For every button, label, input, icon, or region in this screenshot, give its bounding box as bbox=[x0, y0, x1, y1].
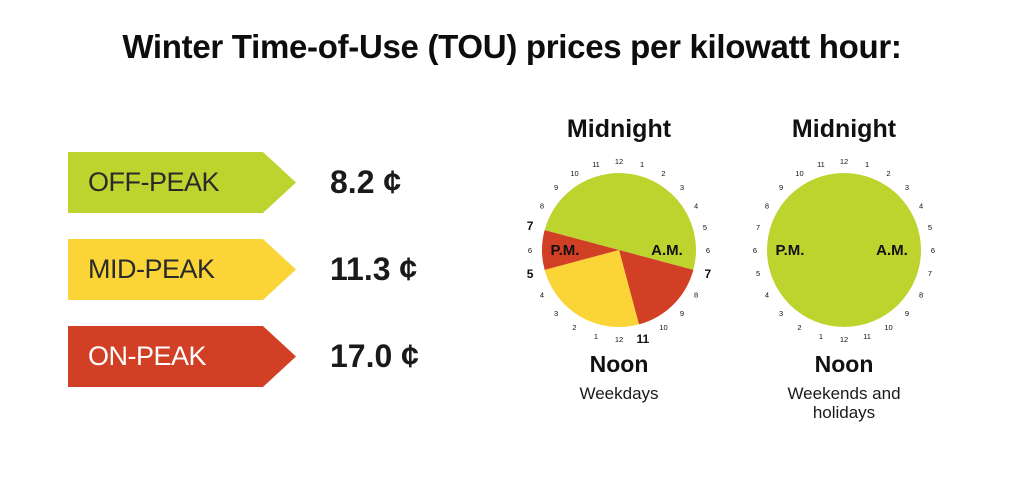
clock-0-segment-3 bbox=[541, 230, 619, 270]
clock-0-hour-tick: 7 bbox=[705, 267, 712, 281]
clock-1-hour-tick: 5 bbox=[928, 223, 932, 232]
weekend-midnight-label: Midnight bbox=[791, 115, 897, 143]
clock-1-hour-tick: 6 bbox=[931, 246, 935, 255]
clock-0-segment-0 bbox=[544, 173, 696, 270]
clock-0-hour-tick: 5 bbox=[527, 267, 534, 281]
clock-0-hour-tick: 7 bbox=[527, 219, 534, 233]
clock-0-am-label: A.M. bbox=[651, 242, 683, 259]
clock-1-hour-tick: 1 bbox=[819, 332, 823, 341]
clock-1-hour-tick: 5 bbox=[756, 269, 760, 278]
clock-0-hour-tick: 2 bbox=[661, 169, 665, 178]
clock-1-pm-label: P.M. bbox=[776, 242, 805, 259]
clock-1-hour-tick: 2 bbox=[797, 323, 801, 332]
clock-1-hour-tick: 1 bbox=[865, 160, 869, 169]
clock-0-hour-tick: 8 bbox=[540, 202, 544, 211]
clock-0-hour-tick: 12 bbox=[615, 335, 623, 344]
clock-0-hour-tick: 2 bbox=[572, 323, 576, 332]
weekday-midnight-label: Midnight bbox=[566, 115, 672, 143]
on-peak-label: ON-PEAK bbox=[88, 341, 207, 371]
clock-0-hour-tick: 1 bbox=[594, 332, 598, 341]
on-peak-price: 17.0 ¢ bbox=[330, 338, 419, 374]
clock-0-hour-tick: 6 bbox=[528, 246, 532, 255]
clock-0-hour-tick: 11 bbox=[592, 160, 600, 169]
clock-1-hour-tick: 12 bbox=[840, 335, 848, 344]
mid-peak-label: MID-PEAK bbox=[88, 254, 215, 284]
clock-1-hour-tick: 9 bbox=[779, 183, 783, 192]
on-peak-tag: ON-PEAK bbox=[68, 326, 296, 387]
off-peak-label: OFF-PEAK bbox=[88, 167, 220, 197]
clock-0-hour-tick: 3 bbox=[680, 183, 684, 192]
weekend-caption: Weekends and holidays bbox=[787, 384, 901, 422]
clock-0-hour-tick: 1 bbox=[640, 160, 644, 169]
clock-0-segment-2 bbox=[544, 250, 639, 328]
clock-0-hour-tick: 10 bbox=[659, 323, 667, 332]
clock-1-hour-tick: 4 bbox=[919, 202, 923, 211]
clock-0-hour-tick: 4 bbox=[694, 202, 698, 211]
weekend-noon-label: Noon bbox=[814, 351, 874, 377]
clock-1-hour-tick: 12 bbox=[840, 157, 848, 166]
page-title: Winter Time-of-Use (TOU) prices per kilo… bbox=[122, 28, 902, 65]
clock-1-hour-tick: 11 bbox=[817, 160, 825, 169]
clock-1-hour-tick: 2 bbox=[886, 169, 890, 178]
weekday-caption: Weekdays bbox=[579, 384, 659, 403]
off-peak-tag: OFF-PEAK bbox=[68, 152, 296, 213]
mid-peak-price: 11.3 ¢ bbox=[330, 251, 418, 287]
clock-0-hour-tick: 12 bbox=[615, 157, 623, 166]
clock-1-hour-tick: 3 bbox=[905, 183, 909, 192]
clock-1-hour-tick: 3 bbox=[779, 309, 783, 318]
clock-1-segment-0 bbox=[767, 173, 921, 327]
mid-peak-tag: MID-PEAK bbox=[68, 239, 296, 300]
clock-1-hour-tick: 7 bbox=[928, 269, 932, 278]
weekend-clock: Midnight 12 1 2 3 4 5 6 7 8 9 10 11 12 1 2 3 4 5 6 7 8 9 10 11 A… bbox=[734, 112, 954, 422]
clock-0-hour-tick: 10 bbox=[570, 169, 578, 178]
clock-1-hour-tick: 4 bbox=[765, 291, 769, 300]
clock-0-hour-tick: 9 bbox=[680, 309, 684, 318]
clock-1-hour-tick: 10 bbox=[795, 169, 803, 178]
clock-1-hour-tick: 8 bbox=[765, 202, 769, 211]
clock-0-hour-tick: 6 bbox=[706, 246, 710, 255]
clock-0-hour-tick: 8 bbox=[694, 291, 698, 300]
weekday-clock: Midnight 12 1 2 3 4 5 6 7 8 9 10 11 12 1 2 3 4 5 6 7 8 9 10 11 A… bbox=[509, 112, 729, 403]
clock-0-hour-tick: 3 bbox=[554, 309, 558, 318]
clock-0-hour-tick: 9 bbox=[554, 183, 558, 192]
clock-1-hour-tick: 11 bbox=[863, 332, 871, 341]
weekday-noon-label: Noon bbox=[589, 351, 649, 377]
clock-1-hour-tick: 6 bbox=[753, 246, 757, 255]
clock-1-hour-tick: 8 bbox=[919, 291, 923, 300]
clock-0-hour-tick: 5 bbox=[703, 223, 707, 232]
clock-1-hour-tick: 9 bbox=[905, 309, 909, 318]
off-peak-price: 8.2 ¢ bbox=[330, 164, 402, 200]
clock-0-segment-1 bbox=[619, 250, 694, 325]
clock-0-pm-label: P.M. bbox=[551, 242, 580, 259]
clock-1-hour-tick: 10 bbox=[884, 323, 892, 332]
clock-0-hour-tick: 11 bbox=[636, 332, 649, 346]
clock-1-hour-tick: 7 bbox=[756, 223, 760, 232]
clock-0-hour-tick: 4 bbox=[540, 291, 544, 300]
clock-1-am-label: A.M. bbox=[876, 242, 908, 259]
